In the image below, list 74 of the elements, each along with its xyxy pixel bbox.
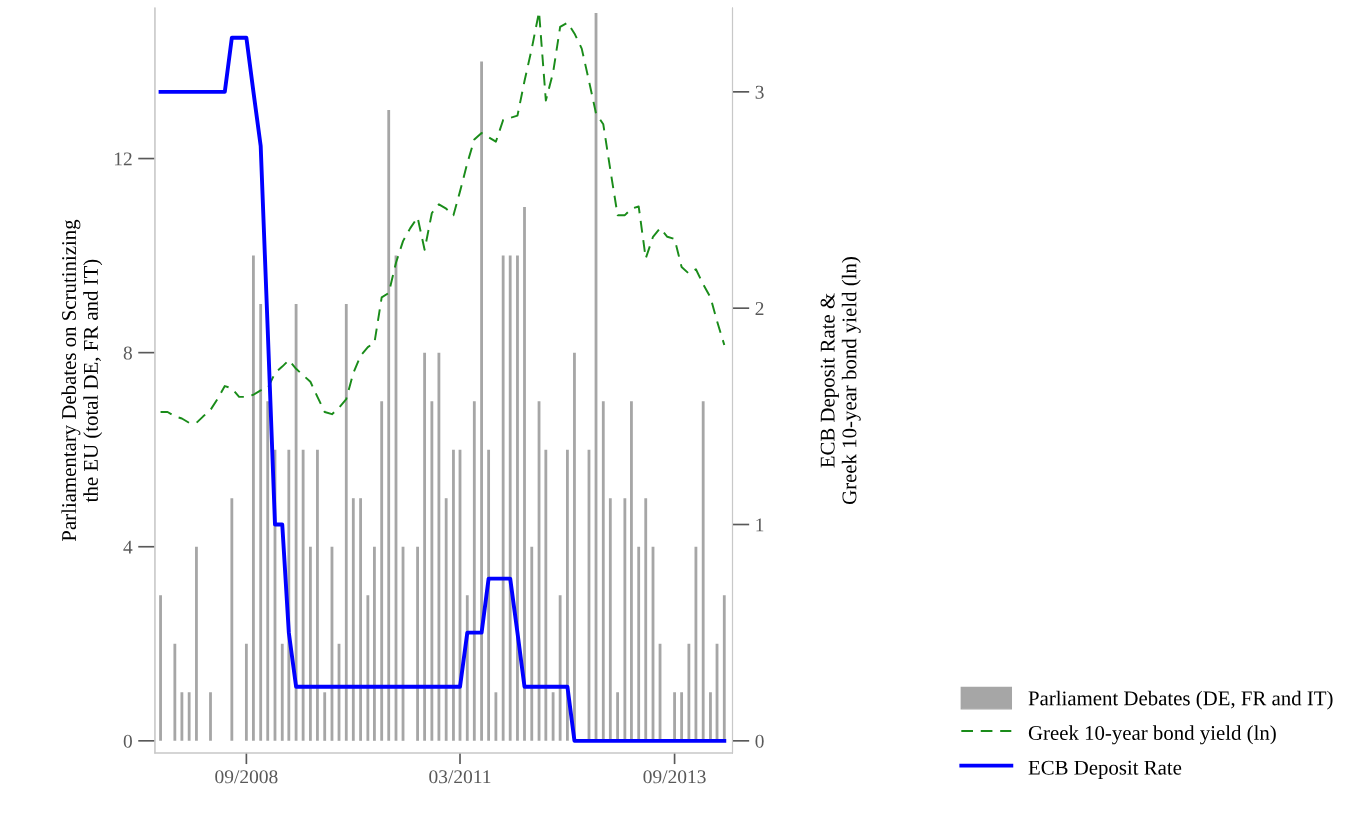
x-tick-label: 09/2013 (643, 770, 706, 784)
bar (230, 498, 234, 741)
bar (359, 498, 362, 741)
bar (280, 643, 284, 741)
bar (430, 401, 434, 741)
bar (709, 692, 712, 741)
y-tick-label: 0 (123, 734, 132, 748)
bar (601, 401, 605, 741)
bar (437, 352, 441, 741)
bar (630, 401, 633, 741)
bar (444, 498, 448, 741)
bar (480, 61, 483, 741)
bar (452, 449, 455, 741)
y-tick-label: 4 (123, 540, 133, 554)
bar (195, 546, 198, 741)
y2-tick-label: 1 (756, 518, 764, 532)
bar (301, 449, 305, 741)
bar (180, 692, 184, 741)
legend-label: ECB Deposit Rate (1028, 760, 1182, 779)
bar (722, 595, 726, 741)
bar (530, 546, 534, 741)
bar (373, 546, 376, 741)
bar (544, 449, 548, 741)
bar (644, 498, 648, 741)
bar (551, 692, 555, 741)
y2-axis-title: ECB Deposit Rate & Greek 10-year bond yield (ln) (820, 257, 861, 505)
bar (637, 546, 641, 741)
y-axis-title: Parliamentary Debates on Scrutinizing the EU (total DE, FR and IT) (61, 219, 103, 542)
bar (465, 595, 469, 741)
y2-tick-label: 2 (755, 302, 764, 315)
y-tick-label: 12 (114, 152, 132, 166)
y2-tick-label: 3 (755, 85, 764, 99)
x-tick-label: 03/2011 (429, 770, 491, 784)
bar (508, 255, 512, 741)
bar (472, 401, 476, 741)
bar (687, 643, 691, 741)
bar (159, 595, 162, 741)
bar (516, 255, 519, 741)
bar (252, 255, 255, 741)
bar (680, 692, 684, 741)
y2-tick-label: 0 (755, 734, 764, 748)
legend-label: Greek 10-year bond yield (ln) (1028, 725, 1276, 745)
bar (366, 595, 370, 741)
bar (244, 643, 248, 741)
bar (616, 692, 619, 741)
x-tick-label: 09/2008 (215, 770, 278, 784)
bar (266, 401, 270, 741)
bar (608, 498, 612, 741)
bar (494, 692, 498, 741)
bar (416, 546, 419, 741)
bar (673, 692, 676, 741)
bar (344, 304, 348, 741)
bar (423, 352, 427, 741)
bar (566, 449, 569, 741)
bar (623, 498, 627, 741)
bar (351, 498, 355, 741)
bar (259, 304, 263, 741)
bar (487, 449, 491, 741)
bar (558, 595, 562, 741)
bar (187, 692, 191, 741)
bar (701, 401, 705, 741)
legend-label: Parliament Debates (DE, FR and IT) (1028, 690, 1333, 710)
bar (173, 643, 177, 741)
bar (294, 304, 298, 741)
bar (523, 207, 526, 741)
bar (308, 546, 312, 741)
bar (387, 110, 391, 741)
line-series (158, 35, 727, 743)
bar (209, 692, 212, 741)
y-tick-label: 8 (123, 346, 132, 360)
bar (316, 449, 319, 741)
bar (380, 401, 384, 741)
bar (501, 255, 505, 741)
bar (323, 692, 327, 741)
